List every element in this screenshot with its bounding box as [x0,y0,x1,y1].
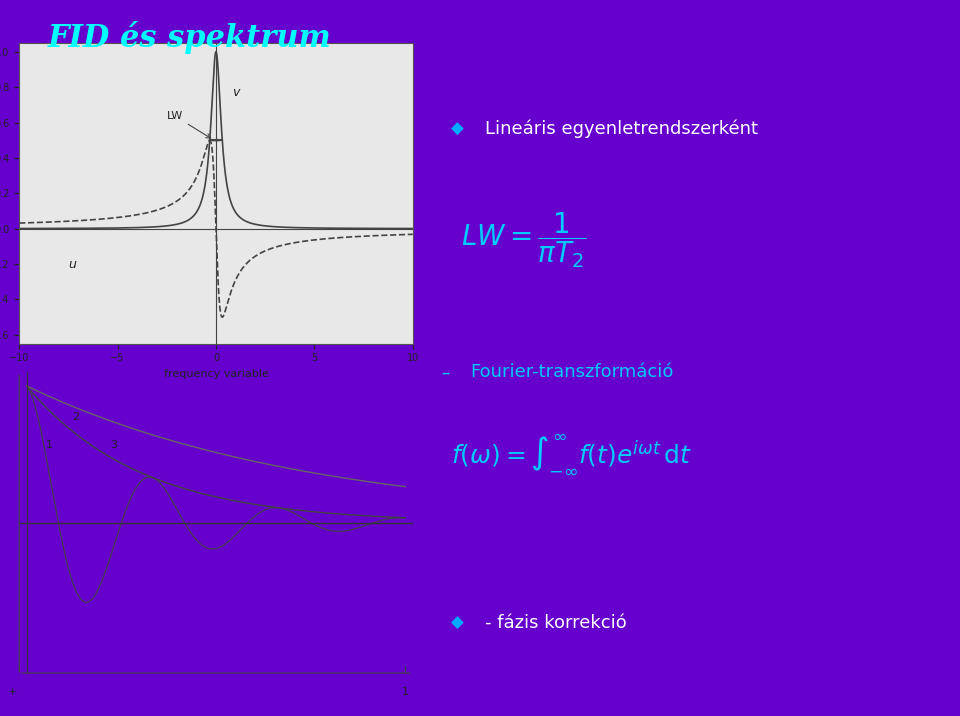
Text: LW: LW [167,111,210,138]
Text: FID és spektrum: FID és spektrum [48,21,332,54]
Text: 2: 2 [72,412,80,422]
Text: ◆: ◆ [451,120,464,138]
Text: - fázis korrekció: - fázis korrekció [485,614,627,632]
X-axis label: frequency variable: frequency variable [163,369,269,379]
Text: $f(\omega) = \int_{-\infty}^{\infty} f(t)e^{i\omega t}\,\mathrm{d}t$: $f(\omega) = \int_{-\infty}^{\infty} f(t… [451,433,692,476]
Text: 1: 1 [401,687,409,697]
Text: u: u [68,258,76,271]
Text: $LW = \dfrac{1}{\pi T_2}$: $LW = \dfrac{1}{\pi T_2}$ [461,210,587,270]
Text: ◆: ◆ [451,614,464,632]
Text: 1: 1 [46,440,53,450]
Text: Lineáris egyenletrendszerként: Lineáris egyenletrendszerként [485,120,757,138]
Text: 3: 3 [110,440,117,450]
Text: +: + [8,687,17,697]
Text: Fourier-transzformáció: Fourier-transzformáció [470,363,674,382]
Text: –: – [442,363,450,382]
Text: v: v [231,86,239,99]
